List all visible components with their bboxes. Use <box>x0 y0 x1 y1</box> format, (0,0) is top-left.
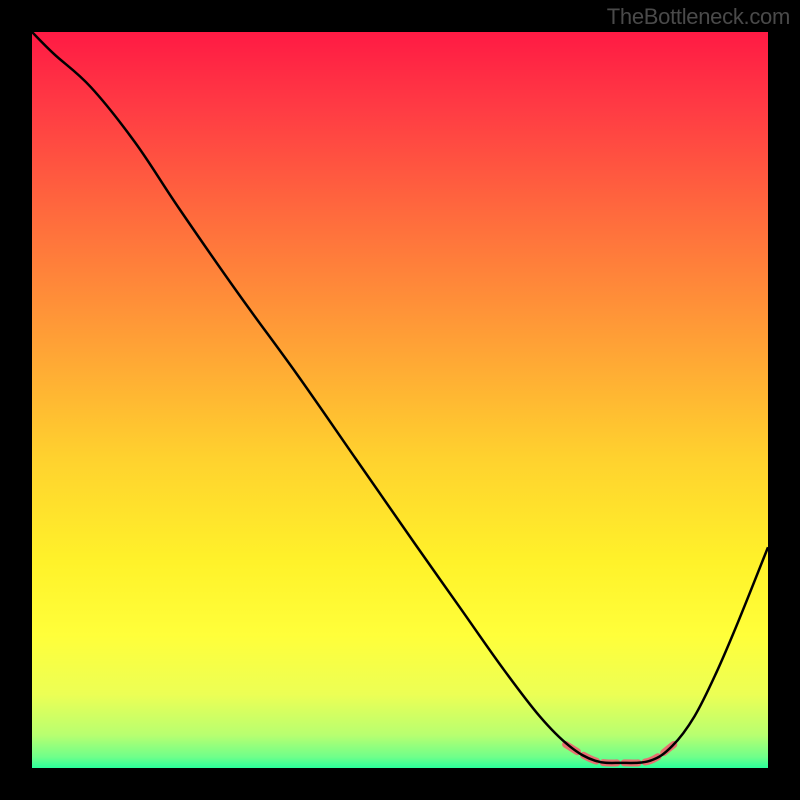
curve-layer <box>32 32 768 768</box>
attribution-text: TheBottleneck.com <box>607 4 790 30</box>
plot-frame <box>30 30 770 770</box>
main-curve <box>32 32 768 763</box>
